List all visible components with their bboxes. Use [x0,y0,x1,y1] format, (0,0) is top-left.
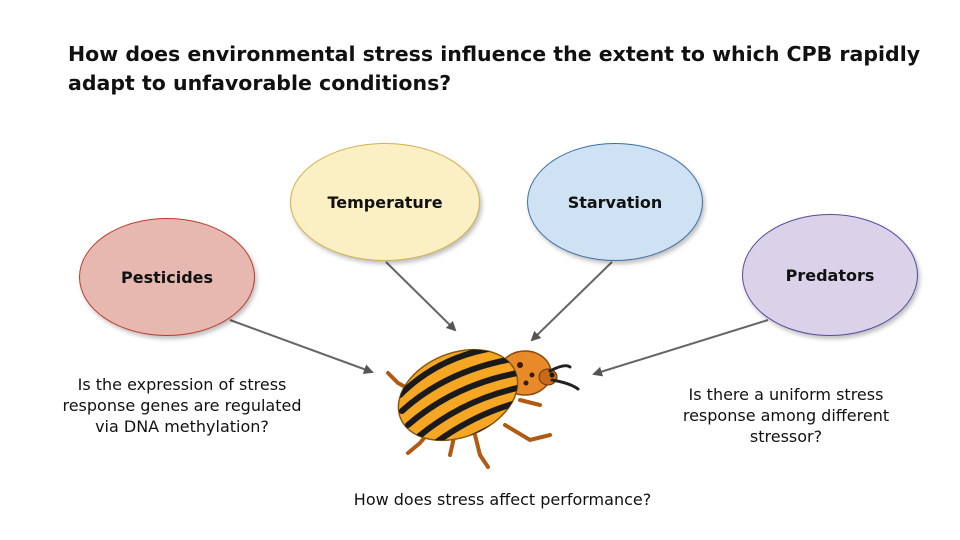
stressor-label: Temperature [327,192,443,212]
arrow-pesticides [229,319,374,374]
question-dna-methylation: Is the expression of stress response gen… [62,375,302,436]
arrow-starvation [530,261,613,342]
stressor-label: Predators [785,265,875,285]
arrow-temperature [385,261,457,332]
stressor-temperature: Temperature [290,143,480,261]
question-performance: How does stress affect performance? [353,490,652,509]
question-uniform-response: Is there a uniform stress response among… [682,385,890,446]
colorado-potato-beetle-icon [386,344,580,469]
stressor-label: Starvation [567,192,663,212]
stressor-pesticides: Pesticides [79,218,255,336]
stressor-label: Pesticides [120,267,214,287]
slide-title: How does environmental stress influence … [68,42,921,95]
arrow-predators [592,319,769,377]
stressor-predators: Predators [742,214,918,336]
stressor-starvation: Starvation [527,143,703,261]
